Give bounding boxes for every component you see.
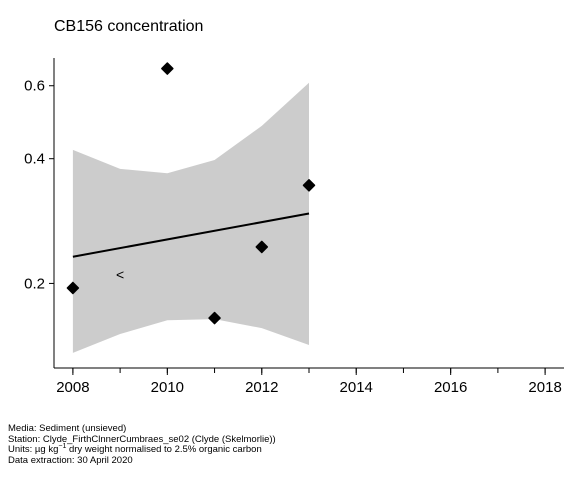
axes-layer: 0.2 0.4 0.6 2008 2010 2012 2014 2016 2018 — [24, 58, 564, 396]
x-tick-label-2008: 2008 — [56, 379, 89, 396]
x-tick-label-2012: 2012 — [245, 379, 278, 396]
trend-line — [72, 212, 310, 258]
footer-units-sup: −1 — [58, 442, 67, 450]
x-tick-label-2018: 2018 — [528, 379, 561, 396]
data-points-layer: < — [66, 62, 316, 325]
confidence-band-layer — [72, 82, 309, 353]
footer-station: Station: Clyde_FirthClnnerCumbraes_se02 … — [8, 433, 276, 445]
chart-title: CB156 concentration — [54, 18, 204, 35]
data-point-2008 — [66, 281, 80, 295]
y-tick-label-0.4: 0.4 — [24, 151, 45, 168]
y-tick-label-0.2: 0.2 — [24, 275, 45, 292]
data-point-2010 — [161, 62, 174, 75]
x-tick-label-2010: 2010 — [151, 379, 184, 396]
confidence-band — [72, 82, 309, 353]
footer-units-suffix: dry weight normalised to 2.5% organic ca… — [66, 444, 262, 455]
less-than-marker-2009: < — [116, 267, 124, 283]
data-point-2011 — [208, 311, 221, 325]
data-point-2013 — [302, 179, 316, 192]
x-tick-label-2016: 2016 — [434, 379, 467, 396]
chart-footer: Media: Sediment (unsieved) Station: Clyd… — [8, 423, 276, 466]
footer-units: Units: µg kg−1 dry weight normalised to … — [8, 442, 276, 456]
y-tick-label-0.6: 0.6 — [24, 78, 45, 95]
footer-media: Media: Sediment (unsieved) — [8, 423, 127, 434]
footer-extraction: Data extraction: 30 April 2020 — [8, 454, 133, 466]
data-point-2012 — [255, 240, 269, 254]
footer-units-prefix: Units: µg kg — [8, 444, 59, 455]
trend-line-layer — [72, 212, 310, 258]
x-tick-label-2014: 2014 — [340, 379, 373, 396]
